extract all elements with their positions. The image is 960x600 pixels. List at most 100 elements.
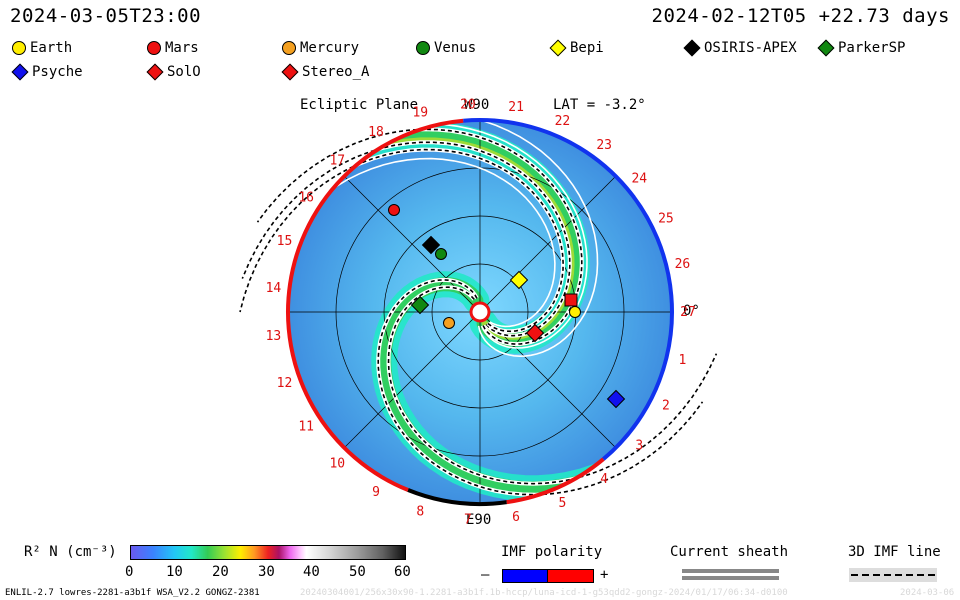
legend-solo: SolO xyxy=(146,63,201,81)
legend-label: SolO xyxy=(167,64,201,80)
latitude-label: LAT = -3.2° xyxy=(553,97,646,113)
colorbar-tick: 0 xyxy=(125,564,134,580)
imf-polarity-title: IMF polarity xyxy=(501,544,603,560)
carrington-tick-label: 3 xyxy=(635,439,643,454)
earth-marker xyxy=(569,306,581,318)
polarity-limb xyxy=(286,118,674,506)
carrington-tick-label: 20 xyxy=(460,97,476,112)
footer-date: 2024-03-06 xyxy=(900,588,955,598)
legend-mercury: Mercury xyxy=(282,40,359,56)
legend-osiris-apex: OSIRIS-APEX xyxy=(683,39,797,57)
imf-polarity-plus: + xyxy=(600,567,609,583)
solo-marker xyxy=(525,323,545,343)
legend-earth: Earth xyxy=(12,40,72,56)
carrington-tick-label: 10 xyxy=(329,456,345,471)
legend-bepi: Bepi xyxy=(549,39,604,57)
current-sheath-title: Current sheath xyxy=(670,544,789,560)
stereo-a-marker xyxy=(564,293,578,307)
carrington-tick-label: 26 xyxy=(675,257,691,272)
mercury-marker xyxy=(443,317,455,329)
polarity-arc xyxy=(463,118,674,461)
carrington-tick-label: 6 xyxy=(512,510,520,525)
w90-label: W90 xyxy=(464,97,490,113)
imf-line xyxy=(377,279,704,496)
imf-polarity-minus: – xyxy=(481,567,490,583)
carrington-tick-label: 13 xyxy=(266,329,282,344)
legend-venus: Venus xyxy=(416,40,476,56)
run-id-footer: 20240304001/256x30x90-1.2281-a3b1f.1b-hc… xyxy=(300,588,788,598)
legend-stereo-a: Stereo_A xyxy=(281,63,370,81)
legend-label: OSIRIS-APEX xyxy=(704,40,797,56)
carrington-tick-label: 14 xyxy=(266,281,282,296)
carrington-tick-label: 18 xyxy=(368,125,384,140)
carrington-tick-label: 5 xyxy=(558,496,566,511)
plane-label: Ecliptic Plane xyxy=(300,97,419,113)
carrington-tick-label: 23 xyxy=(596,138,612,153)
imf-line-title: 3D IMF line xyxy=(848,544,941,560)
carrington-tick-label: 25 xyxy=(658,212,674,227)
legend-parkersp: ParkerSP xyxy=(817,39,905,57)
legend-label: Mars xyxy=(165,40,199,56)
body-markers xyxy=(388,204,626,409)
polarity-arc xyxy=(506,457,605,505)
sun-marker xyxy=(469,301,491,323)
bepi-marker-icon xyxy=(549,39,567,57)
colorbar-tick: 50 xyxy=(349,564,366,580)
current-sheath-line xyxy=(267,122,588,349)
carrington-tick-label: 11 xyxy=(298,419,314,434)
earth-marker-icon xyxy=(12,41,26,55)
parkersp-marker-icon xyxy=(817,39,835,57)
mars-marker-icon xyxy=(147,41,161,55)
imf-polarity-negative-bar xyxy=(502,569,549,583)
colorbar-tick: 10 xyxy=(166,564,183,580)
polarity-arc xyxy=(286,118,464,492)
carrington-tick-label: 19 xyxy=(412,106,428,121)
zero-longitude-label: 0° xyxy=(683,303,700,319)
carrington-tick-label: 2 xyxy=(662,398,670,413)
colorbar-tick: 30 xyxy=(258,564,275,580)
colorbar-tick: 20 xyxy=(212,564,229,580)
legend-label: Earth xyxy=(30,40,73,56)
carrington-tick-label: 17 xyxy=(329,154,345,169)
carrington-tick-label: 7 xyxy=(464,513,472,528)
carrington-tick-label: 22 xyxy=(555,114,571,129)
model-version-footer: ENLIL-2.7 lowres-2281-a3b1f WSA_V2.2 GON… xyxy=(5,588,260,598)
carrington-tick-label: 9 xyxy=(372,485,380,500)
venus-marker xyxy=(435,248,447,260)
psyche-marker xyxy=(606,389,626,409)
current-sheath-swatch-bottom xyxy=(682,576,779,580)
legend-label: Bepi xyxy=(570,40,604,56)
colorbar-tick: 60 xyxy=(394,564,411,580)
osiris-apex-marker-icon xyxy=(683,39,701,57)
colorbar-tick: 40 xyxy=(303,564,320,580)
e90-label: E90 xyxy=(466,512,492,528)
solo-marker-icon xyxy=(146,63,164,81)
legend-label: Stereo_A xyxy=(302,64,370,80)
polarity-arc xyxy=(407,488,507,506)
imf-line-swatch xyxy=(849,568,937,582)
bepi-marker xyxy=(509,270,529,290)
legend-mars: Mars xyxy=(147,40,199,56)
venus-marker-icon xyxy=(416,41,430,55)
mercury-marker-icon xyxy=(282,41,296,55)
carrington-tick-label: 24 xyxy=(631,171,647,186)
run-time-offset: 2024-02-12T05 +22.73 days xyxy=(651,5,950,27)
legend-label: Mercury xyxy=(300,40,360,56)
model-time: 2024-03-05T23:00 xyxy=(10,5,202,27)
imf-line xyxy=(256,128,583,345)
parkersp-marker xyxy=(410,295,430,315)
current-sheath-line xyxy=(295,111,599,358)
carrington-tick-label: 8 xyxy=(416,504,424,519)
colorbar-title: R² N (cm⁻³) xyxy=(24,544,117,560)
carrington-tick-label: 15 xyxy=(277,234,293,249)
carrington-tick-label: 16 xyxy=(298,191,314,206)
current-sheath-swatch-top xyxy=(682,569,779,573)
carrington-tick-label: 21 xyxy=(508,100,524,115)
mars-marker xyxy=(388,204,400,216)
carrington-tick-label: 27 xyxy=(680,305,696,320)
stereo-a-marker-icon xyxy=(281,63,299,81)
legend-psyche: Psyche xyxy=(11,63,83,81)
carrington-tick-label: 1 xyxy=(678,353,686,368)
